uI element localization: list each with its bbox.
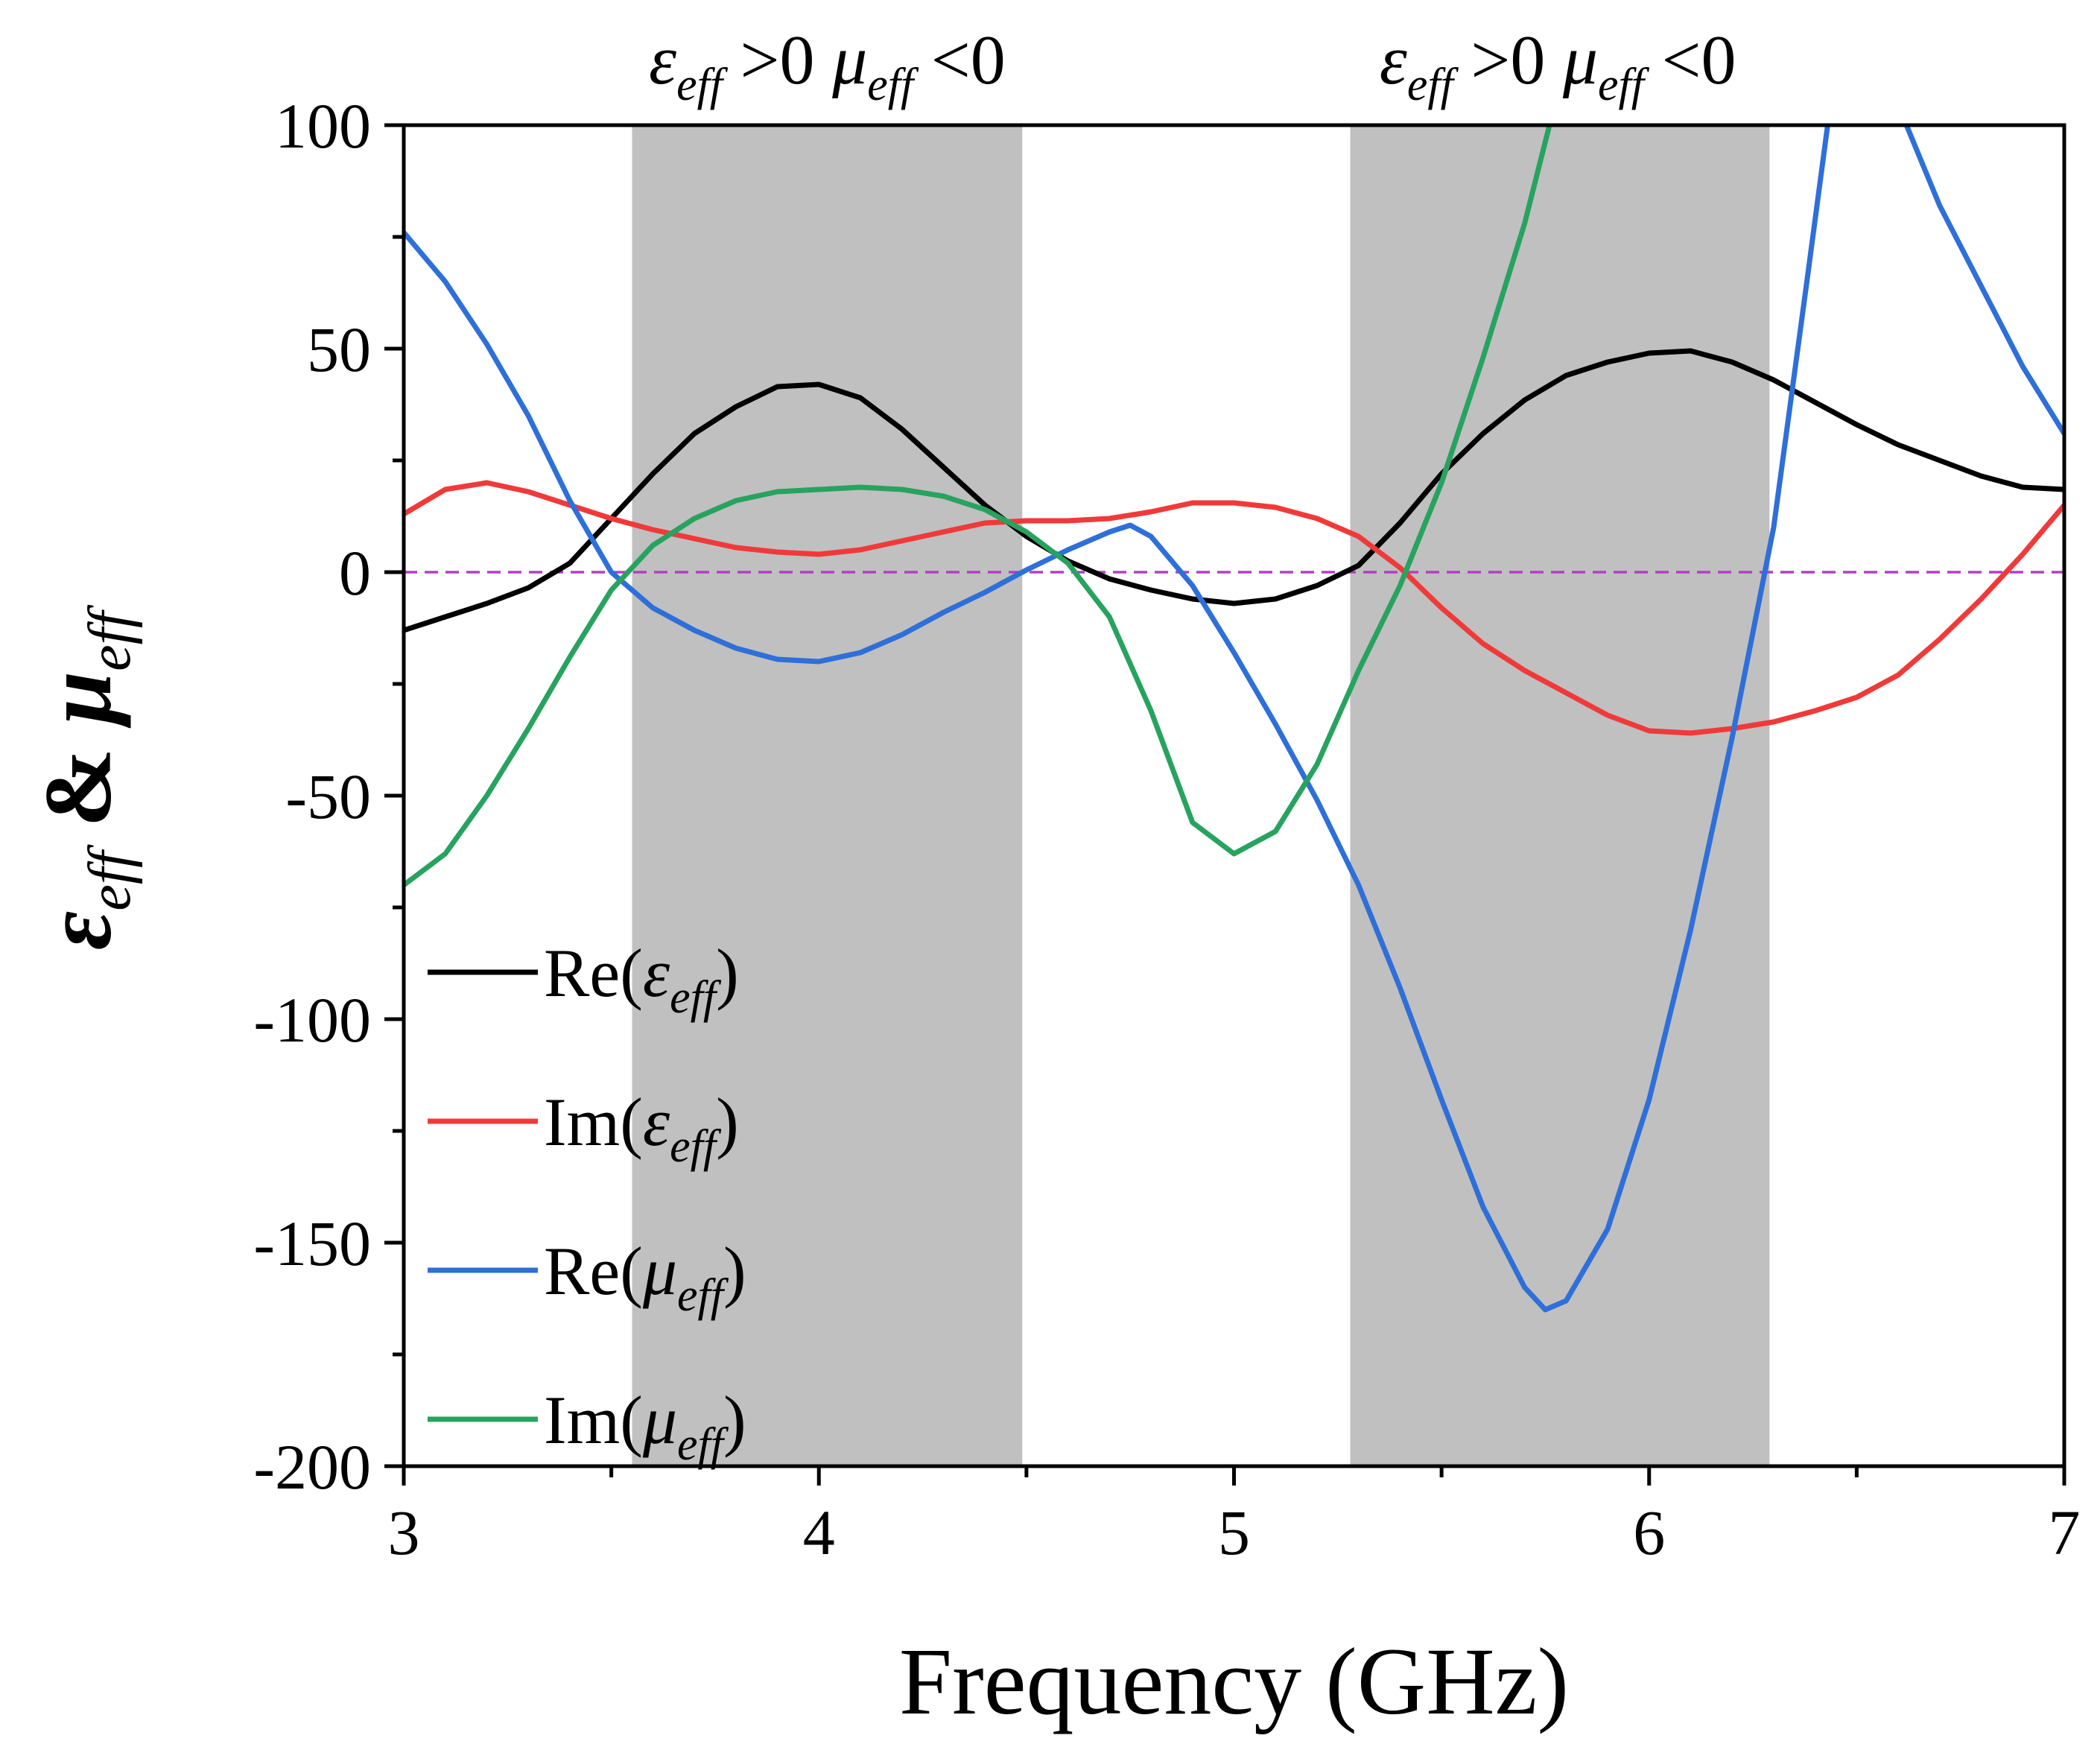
x-tick-label: 7 (2049, 1497, 2081, 1568)
y-tick-label: 50 (307, 314, 371, 385)
legend: Re(εeff) Im(εeff) Re(μeff) Im(μeff) (428, 935, 746, 1470)
y-tick-label: -200 (253, 1431, 371, 1503)
y-tick-label: 0 (339, 537, 371, 609)
y-tick-label: -150 (253, 1208, 371, 1279)
series-line-1 (404, 348, 2064, 633)
x-axis-title: Frequency (GHz) (899, 1629, 1569, 1734)
y-tick-label: -100 (253, 984, 371, 1056)
legend-item: Im(μeff) (428, 1382, 746, 1470)
legend-item: Re(μeff) (428, 1233, 746, 1321)
legend-label: Im(μeff) (544, 1382, 746, 1470)
x-tick-label: 4 (803, 1497, 835, 1568)
y-tick-label: -50 (285, 761, 371, 832)
series-line-3 (404, 125, 1830, 1313)
legend-label: Im(εeff) (544, 1084, 739, 1172)
region-annotation-1: εeff >0 μeff <0 (649, 22, 1006, 110)
series-line-4 (1903, 125, 2064, 437)
region-annotation-2: εeff >0 μeff <0 (1380, 22, 1736, 110)
shaded-region-2 (1350, 125, 1770, 1466)
legend-label: Re(μeff) (544, 1233, 746, 1321)
x-tick-label: 3 (388, 1497, 420, 1568)
series-line-5 (404, 125, 1552, 888)
x-tick-label: 5 (1218, 1497, 1250, 1568)
y-axis-title: εeff & μeff (25, 604, 143, 950)
x-tick-label: 6 (1633, 1497, 1665, 1568)
legend-label: Re(εeff) (544, 935, 739, 1023)
legend-item: Im(εeff) (428, 1084, 739, 1172)
y-tick-label: 100 (275, 90, 371, 162)
series-line-2 (404, 480, 2064, 736)
shaded-region-1 (632, 125, 1023, 1466)
series-group (404, 125, 2064, 1313)
legend-item: Re(εeff) (428, 935, 739, 1023)
